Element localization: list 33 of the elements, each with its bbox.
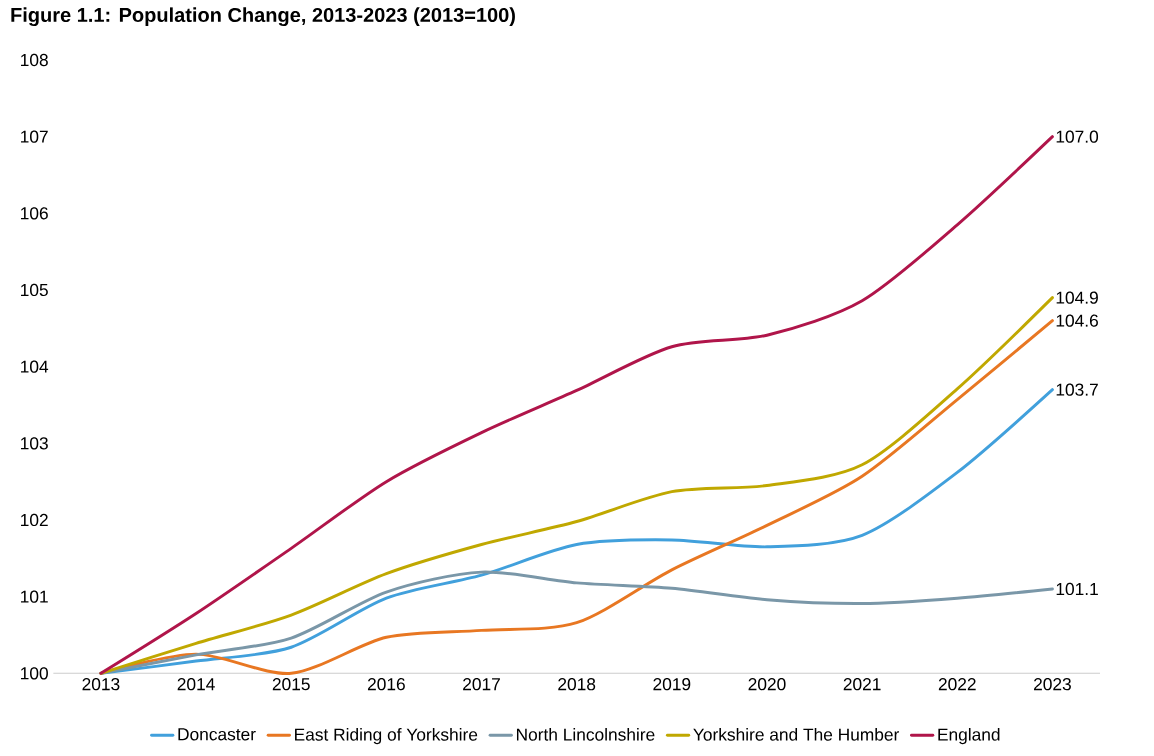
y-tick-label: 101 [21,590,48,603]
chart-title: Figure 1.1: Population Change, 2013-2023 (2013=100) [11,7,515,27]
data-label: 104.9 [1056,291,1098,304]
line-series [99,388,1054,675]
y-tick-label: 100 [21,667,48,680]
x-tick-label: 2019 [653,678,691,691]
x-tick-label: 2013 [82,678,120,691]
y-tick-label: 103 [21,437,48,450]
x-tick-label: 2020 [748,678,786,691]
y-tick-label: 104 [21,360,49,373]
x-tick-label: 2022 [938,678,976,691]
x-tick-label: 2016 [367,678,405,691]
y-tick-label: 108 [21,53,48,67]
x-tick-label: 2014 [177,678,215,691]
legend-label: Yorkshire and The Humber [693,727,900,741]
line-series [99,135,1054,675]
legend-label: East Riding of Yorkshire [295,727,478,745]
x-tick-label: 2023 [1034,678,1071,691]
x-tick-label: 2015 [272,678,310,691]
legend-label: England [938,727,1000,745]
y-tick-label: 105 [21,283,48,297]
x-tick-label: 2021 [843,678,881,691]
data-label: 104.6 [1056,314,1098,327]
y-tick-label: 107 [21,130,48,143]
x-tick-label: 2018 [558,678,596,691]
data-label: 107.0 [1056,130,1099,143]
x-tick-label: 2017 [463,678,500,691]
y-tick-label: 106 [21,207,48,220]
data-label: 103.7 [1056,383,1098,396]
legend-label: North Lincolnshire [516,727,655,741]
legend-label: Doncaster [178,728,256,741]
data-label: 101.1 [1056,582,1098,596]
y-tick-label: 102 [21,513,48,527]
